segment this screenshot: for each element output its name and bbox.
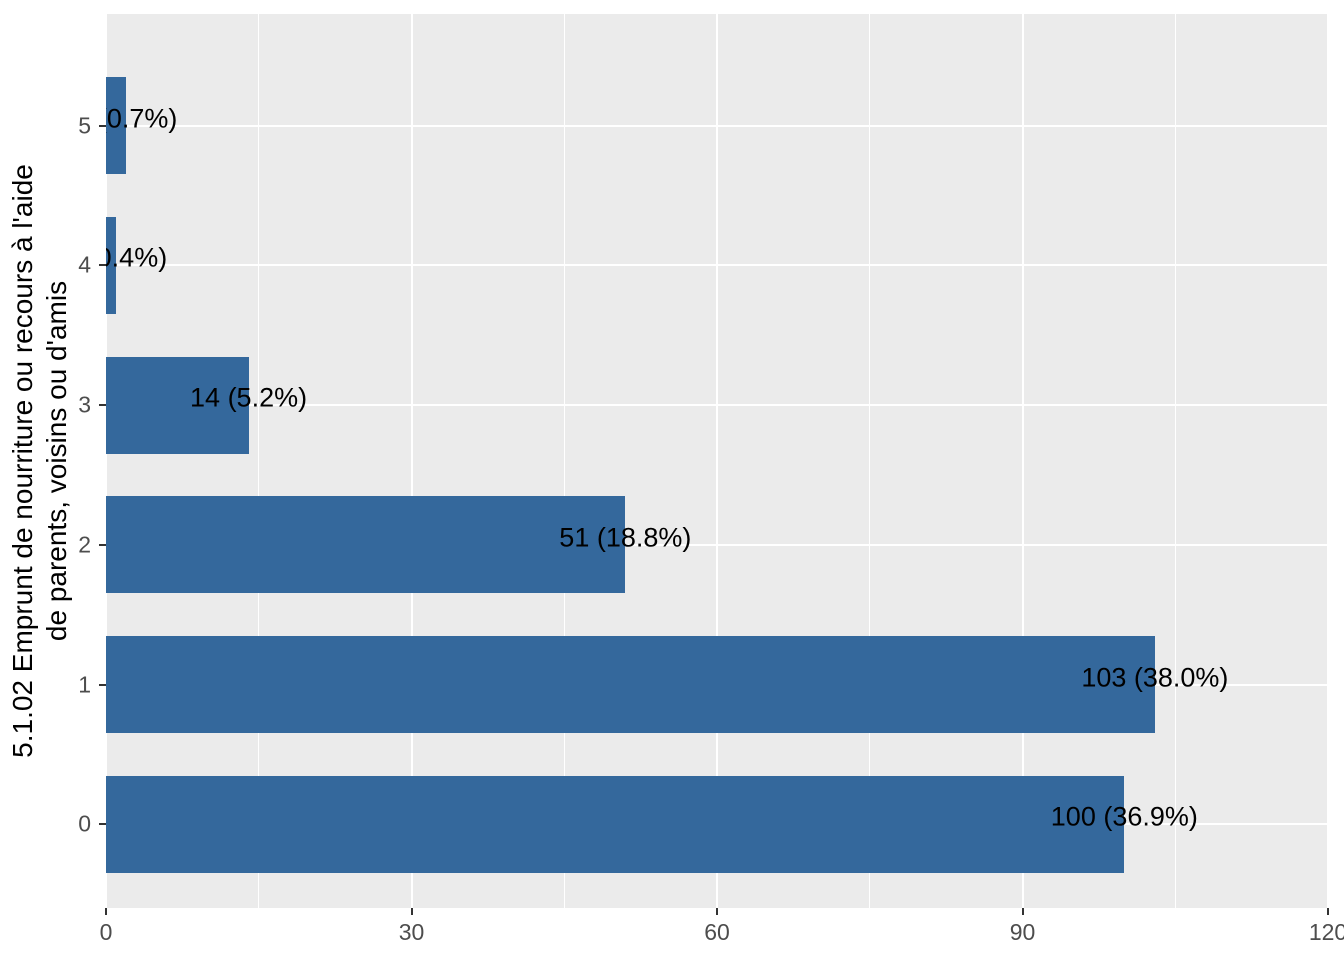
x-tick-label-0: 0	[99, 919, 113, 945]
bar-label-category-0: 100 (36.9%)	[1050, 801, 1198, 832]
y-tick-label-1: 1	[78, 671, 91, 697]
y-tick-label-5: 5	[78, 112, 91, 139]
bar-label-category-5: 2 (0.7%)	[106, 103, 178, 134]
y-axis-title-line-1: 5.1.02 Emprunt de nourriture ou recours …	[7, 164, 38, 758]
major-gridline-y-5	[106, 124, 1328, 127]
bar-category-2	[106, 496, 626, 594]
major-gridline-x-60	[716, 14, 718, 908]
y-axis-title: 5.1.02 Emprunt de nourriture ou recours …	[6, 14, 74, 908]
y-axis-title-line-2: de parents, voisins ou d'amis	[41, 280, 72, 642]
bar-label-category-1: 103 (38.0%)	[1081, 662, 1229, 692]
minor-gridline-x-45	[563, 14, 565, 908]
major-gridline-x-120	[1327, 14, 1328, 908]
y-tick-label-0: 0	[78, 810, 91, 837]
bar-category-1	[106, 635, 1155, 734]
y-tick-label-3: 3	[78, 391, 91, 418]
bar-category-0	[106, 775, 1125, 873]
plot-panel: 100 (36.9%) 103 (38.0%) 51 (18.8%) 14 (5.2%…	[106, 14, 1328, 908]
y-tick-mark-4	[99, 264, 106, 267]
bar-label-category-3: 14 (5.2%)	[190, 382, 308, 413]
x-tick-mark-30	[410, 908, 413, 915]
major-gridline-y-2	[106, 543, 1328, 546]
bar-category-3	[106, 356, 249, 454]
x-tick-mark-0	[105, 908, 107, 915]
y-tick-label-2: 2	[78, 531, 91, 558]
x-tick-mark-120	[1327, 908, 1329, 915]
x-tick-label-90: 90	[1009, 919, 1036, 945]
y-tick-mark-2	[99, 543, 106, 546]
bar-category-4	[106, 216, 117, 314]
y-tick-label-4: 4	[78, 251, 91, 278]
major-gridline-x-30	[410, 14, 413, 908]
minor-gridline-x-75	[869, 14, 871, 908]
x-tick-label-120: 120	[1308, 919, 1344, 945]
x-tick-mark-90	[1021, 908, 1024, 915]
bar-label-category-2: 51 (18.8%)	[559, 522, 692, 553]
major-gridline-y-3	[106, 404, 1328, 407]
major-gridline-x-90	[1021, 14, 1024, 908]
x-tick-label-60: 60	[704, 919, 730, 945]
x-tick-mark-60	[716, 908, 718, 915]
bar-category-5	[106, 77, 127, 175]
y-tick-mark-3	[99, 404, 106, 407]
bar-label-category-4: 1 (0.4%)	[106, 242, 168, 273]
minor-gridline-x-105	[1174, 14, 1176, 908]
major-gridline-y-4	[106, 264, 1328, 267]
y-tick-mark-1	[99, 683, 106, 686]
x-tick-label-30: 30	[398, 919, 425, 945]
major-gridline-x-0	[106, 14, 107, 908]
minor-gridline-x-15	[258, 14, 260, 908]
y-tick-mark-0	[99, 823, 106, 826]
y-tick-mark-5	[99, 124, 106, 127]
